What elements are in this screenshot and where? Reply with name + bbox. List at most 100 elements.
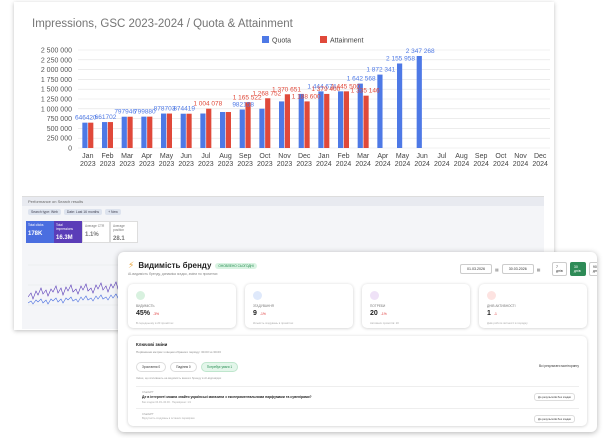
- bar-quota: [102, 122, 108, 148]
- x-tick-label: May: [396, 153, 410, 160]
- pill-attention[interactable]: Потребує уваги 1: [200, 362, 239, 372]
- pill-growth[interactable]: Зростання 0: [136, 362, 167, 372]
- x-tick-label: Jan: [82, 153, 93, 160]
- all-results-link[interactable]: Всі результати моніторингу: [539, 364, 579, 368]
- x-tick-year: 2024: [336, 161, 352, 168]
- kpi-label: ВИДИМІСТЬ: [136, 304, 155, 308]
- y-tick-label: 1 250 000: [41, 97, 72, 104]
- x-tick-year: 2023: [218, 161, 234, 168]
- kpi-value: 20 -1%: [370, 310, 387, 317]
- bar-quota: [377, 74, 383, 148]
- bar-quota: [82, 122, 88, 148]
- date-to-input[interactable]: 30.03.2026: [501, 264, 534, 274]
- section-subtitle: Порівняння метрик з кінцем обраного пері…: [136, 350, 221, 354]
- x-axis-ticks: Jan2023Feb2023Mar2023Apr2023May2023Jun20…: [80, 153, 548, 168]
- kpi-delta: -1%: [259, 312, 266, 316]
- bar-attainment: [265, 98, 271, 148]
- brand-title: Видимість бренду: [138, 261, 212, 270]
- kpi-footnote: В середньому в 20 промптах: [136, 321, 174, 325]
- data-label: 799880: [134, 109, 156, 116]
- x-tick-year: 2023: [296, 161, 312, 168]
- key-changes-section: Ключові зміни Порівняння метрик з кінцем…: [128, 336, 587, 426]
- item-meta: Без згадок 04.03–30.03 · Перевірено: 1/1: [142, 401, 192, 404]
- list-item[interactable]: ChatGPT Відсутність згадувань в останніх…: [136, 408, 579, 429]
- bar-attainment: [363, 95, 369, 148]
- kpi-footnote: Активних промптів: 20: [370, 321, 399, 325]
- x-tick-label: Apr: [141, 153, 153, 160]
- x-tick-year: 2023: [159, 161, 175, 168]
- gsc-chip-new[interactable]: + New: [105, 209, 121, 215]
- brand-visibility-card: ⚡ Видимість бренду ОНОВЛЕНО СЬОГОДНІ AI-…: [118, 252, 597, 432]
- gsc-metric-label: Total impressions: [56, 223, 74, 231]
- item-action-button[interactable]: До результатів без згадки: [533, 393, 575, 401]
- list-item[interactable]: ChatGPT Де в інтернеті можна знайти укра…: [136, 386, 579, 407]
- bar-quota: [239, 109, 245, 148]
- impressions-bar-chart: Impressions, GSC 2023-2024 / Quota & Att…: [32, 18, 550, 168]
- pill-decline[interactable]: Падіння 0: [170, 362, 197, 372]
- x-tick-year: 2023: [100, 161, 116, 168]
- y-tick-label: 1 500 000: [41, 87, 72, 94]
- range-7-button[interactable]: 7 днів: [552, 262, 567, 276]
- brand-header: ⚡ Видимість бренду ОНОВЛЕНО СЬОГОДНІ: [128, 260, 257, 271]
- item-source: ChatGPT: [142, 412, 154, 416]
- bar-quota: [220, 112, 226, 148]
- data-label: 1 188 600: [292, 93, 321, 100]
- kpi-label: ДНІВ АКТИВНОСТІ: [487, 304, 516, 308]
- item-source: ChatGPT: [142, 390, 154, 394]
- x-tick-label: Jan: [318, 153, 329, 160]
- bar-quota: [416, 55, 422, 149]
- x-tick-year: 2024: [493, 161, 509, 168]
- bar-attainment: [304, 101, 310, 148]
- range-90-button[interactable]: 90 днів: [588, 262, 597, 276]
- item-question: Де в інтернеті можна знайти українські м…: [142, 395, 312, 399]
- bar-quota: [200, 113, 206, 148]
- kpi-needs: ПОТРЕБИ 20 -1% Активних промптів: 20: [362, 284, 470, 328]
- change-filter-pills: Зростання 0 Падіння 0 Потребує уваги 1: [136, 362, 239, 372]
- gsc-metric-label: Average position: [113, 224, 125, 232]
- y-axis-ticks: 0 250 000 500 000 750 000 1 000 000 1 250 000…: [41, 48, 72, 153]
- gsc-metric-ctr[interactable]: Average CTR 1.1%: [82, 221, 110, 243]
- bar-quota: [161, 113, 167, 148]
- kpi-value: 9 -1%: [253, 310, 266, 317]
- x-tick-year: 2024: [454, 161, 470, 168]
- x-tick-year: 2023: [257, 161, 273, 168]
- item-action-button[interactable]: До результатів без згадки: [533, 415, 575, 423]
- gsc-metric-value: 178K: [28, 231, 43, 237]
- bar-quota: [180, 113, 186, 148]
- kpi-footnote: Днів роботи звітності в порядку: [487, 321, 528, 325]
- y-tick-label: 1 750 000: [41, 77, 72, 84]
- gsc-performance-graph: [28, 264, 128, 306]
- brand-subtitle: AI-видимість бренду, динаміка згадок, зм…: [128, 272, 218, 276]
- legend-swatch: [262, 36, 269, 43]
- gsc-chip-date[interactable]: Date: Last 16 months: [63, 209, 103, 215]
- gsc-chip-search-type[interactable]: Search type: Web: [28, 209, 61, 215]
- y-tick-label: 500 000: [47, 126, 72, 133]
- data-label: 1 165 522: [233, 94, 262, 101]
- data-label: 1 379 400: [311, 86, 340, 93]
- legend-swatch: [320, 36, 327, 43]
- status-badge: ОНОВЛЕНО СЬОГОДНІ: [215, 262, 257, 269]
- gsc-metric-position[interactable]: Average position 28.1: [110, 221, 138, 243]
- x-tick-year: 2024: [355, 161, 371, 168]
- y-tick-label: 250 000: [47, 136, 72, 143]
- date-from-input[interactable]: 01.03.2026: [460, 264, 492, 274]
- x-tick-label: Aug: [455, 153, 468, 160]
- gsc-metric-impressions[interactable]: Total impressions 16.3M: [54, 221, 82, 243]
- kpi-mentions: ЗГАДУВАННЯ 9 -1% Кількість згадувань в пр…: [245, 284, 353, 328]
- gsc-metric-clicks[interactable]: Total clicks 178K: [26, 221, 54, 243]
- sparkle-icon: [370, 291, 379, 300]
- y-tick-label: 2 000 000: [41, 67, 72, 74]
- lightning-icon: ⚡: [128, 260, 135, 270]
- range-30-button[interactable]: 30 днів: [569, 262, 586, 276]
- kpi-number: 1: [487, 310, 491, 317]
- x-tick-label: Oct: [495, 153, 506, 160]
- gsc-metric-value: 1.1%: [85, 232, 99, 238]
- bar-quota: [141, 116, 147, 148]
- bar-attainment: [107, 122, 113, 148]
- x-tick-year: 2023: [139, 161, 155, 168]
- bar-quota: [338, 91, 344, 148]
- kpi-delta: -1%: [380, 312, 387, 316]
- x-tick-year: 2023: [198, 161, 214, 168]
- data-label: 1 445 500: [331, 83, 360, 90]
